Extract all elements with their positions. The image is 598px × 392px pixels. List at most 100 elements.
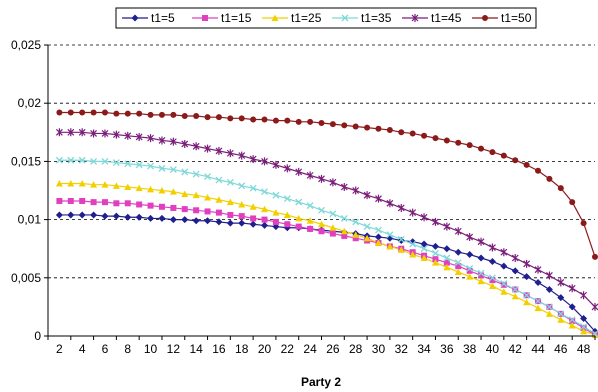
data-point-t1=5 bbox=[409, 238, 417, 246]
data-point-t1=35 bbox=[181, 168, 189, 176]
legend-marker-t1=15 bbox=[202, 15, 208, 21]
data-point-t1=5 bbox=[443, 245, 451, 253]
data-point-t1=35 bbox=[249, 184, 257, 192]
data-point-t1=35 bbox=[295, 198, 303, 206]
data-point-t1=45 bbox=[204, 144, 211, 153]
data-point-t1=50 bbox=[535, 167, 542, 174]
data-point-t1=45 bbox=[545, 271, 553, 280]
data-point-t1=35 bbox=[557, 310, 565, 318]
data-point-t1=25 bbox=[238, 200, 246, 208]
data-point-t1=15 bbox=[238, 213, 245, 220]
x-tick-label: 26 bbox=[326, 342, 340, 356]
data-point-t1=15 bbox=[204, 208, 211, 215]
legend-label-t1=50: t1=50 bbox=[501, 11, 532, 25]
data-point-t1=35 bbox=[477, 269, 485, 277]
legend-box bbox=[115, 7, 537, 29]
y-tick-label: 0 bbox=[34, 329, 41, 343]
data-point-t1=35 bbox=[318, 206, 325, 214]
data-point-t1=45 bbox=[568, 284, 576, 293]
data-point-t1=45 bbox=[489, 243, 496, 252]
data-point-t1=45 bbox=[420, 213, 428, 222]
data-point-t1=50 bbox=[364, 124, 371, 131]
data-point-t1=50 bbox=[523, 161, 530, 168]
data-point-t1=45 bbox=[238, 151, 246, 160]
data-point-t1=35 bbox=[420, 245, 428, 253]
data-point-t1=50 bbox=[569, 199, 576, 206]
data-point-t1=35 bbox=[523, 291, 531, 299]
data-point-t1=45 bbox=[181, 139, 189, 148]
series-line-t1=45 bbox=[59, 131, 596, 308]
data-point-t1=5 bbox=[568, 303, 576, 311]
data-point-t1=50 bbox=[101, 109, 108, 116]
data-point-t1=50 bbox=[215, 114, 222, 121]
data-point-t1=45 bbox=[397, 203, 405, 212]
y-tick-label: 0,005 bbox=[11, 271, 41, 285]
data-point-t1=50 bbox=[227, 115, 234, 122]
data-point-t1=50 bbox=[409, 130, 416, 137]
data-point-t1=35 bbox=[397, 235, 405, 243]
data-point-t1=35 bbox=[78, 156, 86, 164]
data-point-t1=5 bbox=[90, 211, 98, 219]
data-point-t1=45 bbox=[318, 174, 325, 183]
x-tick-labels: 2 4 6 8 10 12 14 16 18 20 22 24 26 28 30 32 34 36 38 40 42 44… bbox=[56, 342, 591, 356]
series-lines bbox=[59, 111, 596, 336]
data-point-t1=45 bbox=[329, 178, 337, 187]
data-point-t1=15 bbox=[272, 218, 279, 225]
data-point-t1=50 bbox=[455, 139, 462, 146]
data-point-t1=5 bbox=[192, 217, 200, 225]
data-point-t1=45 bbox=[169, 137, 177, 146]
data-point-t1=50 bbox=[500, 152, 507, 159]
data-point-t1=15 bbox=[56, 197, 63, 204]
data-point-t1=35 bbox=[431, 249, 439, 257]
data-point-t1=35 bbox=[443, 254, 451, 262]
data-point-t1=15 bbox=[158, 203, 165, 210]
series-markers bbox=[55, 109, 598, 338]
legend-label-t1=45: t1=45 bbox=[431, 11, 462, 25]
data-point-t1=50 bbox=[181, 113, 188, 120]
data-point-t1=5 bbox=[204, 217, 212, 225]
data-point-t1=15 bbox=[307, 225, 314, 232]
data-point-t1=25 bbox=[67, 180, 75, 187]
data-point-t1=35 bbox=[500, 280, 508, 288]
data-point-t1=50 bbox=[466, 142, 473, 149]
data-point-t1=25 bbox=[374, 239, 382, 246]
data-point-t1=35 bbox=[306, 202, 314, 210]
data-point-t1=45 bbox=[591, 302, 598, 311]
axes bbox=[44, 44, 596, 340]
data-point-t1=45 bbox=[112, 130, 120, 139]
x-tick-label: 10 bbox=[144, 342, 158, 356]
data-point-t1=15 bbox=[170, 204, 177, 211]
data-point-t1=25 bbox=[363, 234, 371, 242]
data-point-t1=50 bbox=[295, 118, 302, 125]
data-point-t1=50 bbox=[546, 175, 553, 182]
data-point-t1=45 bbox=[90, 129, 98, 138]
x-tick-label: 46 bbox=[554, 342, 568, 356]
data-point-t1=35 bbox=[283, 195, 291, 203]
data-point-t1=5 bbox=[124, 213, 132, 221]
data-point-t1=35 bbox=[386, 231, 394, 239]
data-point-t1=15 bbox=[227, 211, 234, 218]
data-point-t1=25 bbox=[523, 298, 531, 306]
data-point-t1=45 bbox=[226, 149, 234, 158]
data-point-t1=25 bbox=[397, 246, 405, 253]
data-point-t1=50 bbox=[272, 117, 279, 124]
data-point-t1=15 bbox=[284, 221, 291, 228]
data-point-t1=15 bbox=[341, 232, 348, 239]
data-point-t1=50 bbox=[250, 116, 257, 123]
data-point-t1=35 bbox=[90, 157, 98, 165]
data-point-t1=45 bbox=[477, 237, 485, 246]
data-point-t1=5 bbox=[169, 216, 177, 224]
legend-label-t1=35: t1=35 bbox=[361, 11, 392, 25]
data-point-t1=45 bbox=[443, 222, 451, 231]
data-point-t1=45 bbox=[306, 171, 314, 180]
data-point-t1=45 bbox=[135, 132, 143, 141]
data-point-t1=50 bbox=[478, 145, 485, 152]
data-point-t1=25 bbox=[204, 193, 212, 201]
data-point-t1=50 bbox=[193, 113, 200, 120]
data-point-t1=25 bbox=[112, 182, 120, 189]
data-point-t1=35 bbox=[204, 173, 212, 180]
data-point-t1=25 bbox=[488, 282, 496, 289]
data-point-t1=25 bbox=[158, 187, 166, 194]
data-point-t1=25 bbox=[90, 181, 98, 188]
data-point-t1=45 bbox=[147, 134, 154, 143]
